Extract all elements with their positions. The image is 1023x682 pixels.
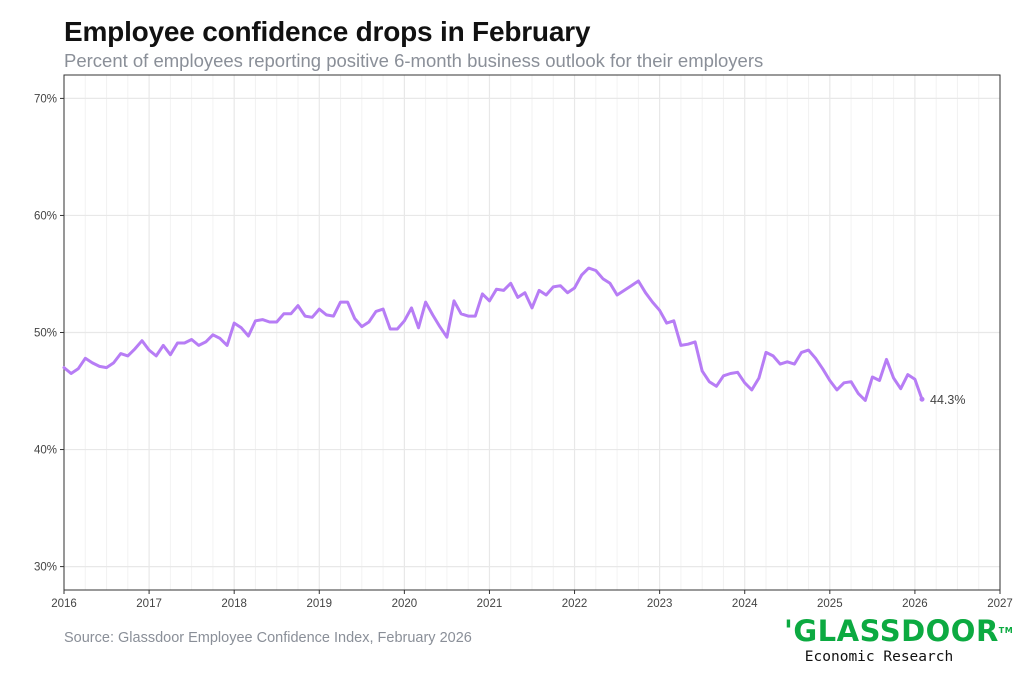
- x-tick-label: 2020: [392, 598, 418, 610]
- y-tick-label: 40%: [34, 445, 57, 457]
- y-tick-label: 60%: [34, 210, 57, 222]
- source-note: Source: Glassdoor Employee Confidence In…: [64, 630, 472, 646]
- x-tick-label: 2016: [51, 598, 77, 610]
- chart-subtitle: Percent of employees reporting positive …: [64, 50, 764, 71]
- x-tick-label: 2022: [562, 598, 588, 610]
- chart-title: Employee confidence drops in February: [64, 16, 591, 47]
- x-tick-label: 2026: [902, 598, 928, 610]
- y-tick-label: 50%: [34, 328, 57, 340]
- x-tick-label: 2023: [647, 598, 673, 610]
- x-tick-label: 2017: [136, 598, 162, 610]
- x-tick-label: 2018: [221, 598, 247, 610]
- trademark-mark: TM: [998, 626, 1014, 635]
- y-tick-label: 70%: [34, 93, 57, 105]
- glassdoor-logo: 'GLASSDOORTM Economic Research: [784, 614, 1013, 665]
- confidence-series-line: [62, 266, 924, 402]
- logo-subtext: Economic Research: [804, 649, 954, 665]
- glassdoor-wordmark: 'GLASSDOOR: [784, 614, 999, 648]
- x-tick-label: 2024: [732, 598, 758, 610]
- x-tick-label: 2021: [477, 598, 503, 610]
- x-tick-label: 2025: [817, 598, 843, 610]
- end-value-label: 44.3%: [930, 393, 965, 407]
- x-tick-label: 2027: [987, 598, 1013, 610]
- end-point-marker: [919, 396, 925, 402]
- x-tick-label: 2019: [306, 598, 332, 610]
- y-tick-label: 30%: [34, 562, 57, 574]
